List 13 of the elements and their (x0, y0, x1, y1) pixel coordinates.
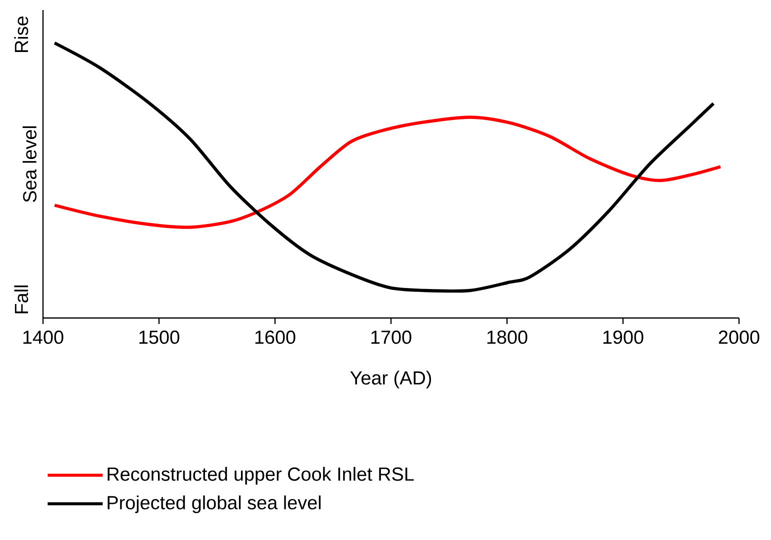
x-tick-label: 1400 (23, 330, 64, 344)
x-tick-label: 1900 (603, 330, 644, 344)
legend-label: Projected global sea level (108, 495, 321, 514)
x-tick-label: 2000 (718, 330, 760, 344)
text: Rise (14, 16, 28, 52)
legend-label: Reconstructed upper Cook Inlet RSL (108, 466, 414, 485)
y-axis-title: Sea level (22, 126, 37, 202)
x-tick-label: 1600 (255, 330, 296, 344)
text: Fall (14, 286, 28, 314)
x-axis-title: Year (AD) (350, 370, 432, 388)
x-tick-label: 1800 (487, 330, 528, 344)
x-tick-label: 1500 (139, 330, 180, 344)
x-tick-label: 1700 (371, 330, 412, 344)
